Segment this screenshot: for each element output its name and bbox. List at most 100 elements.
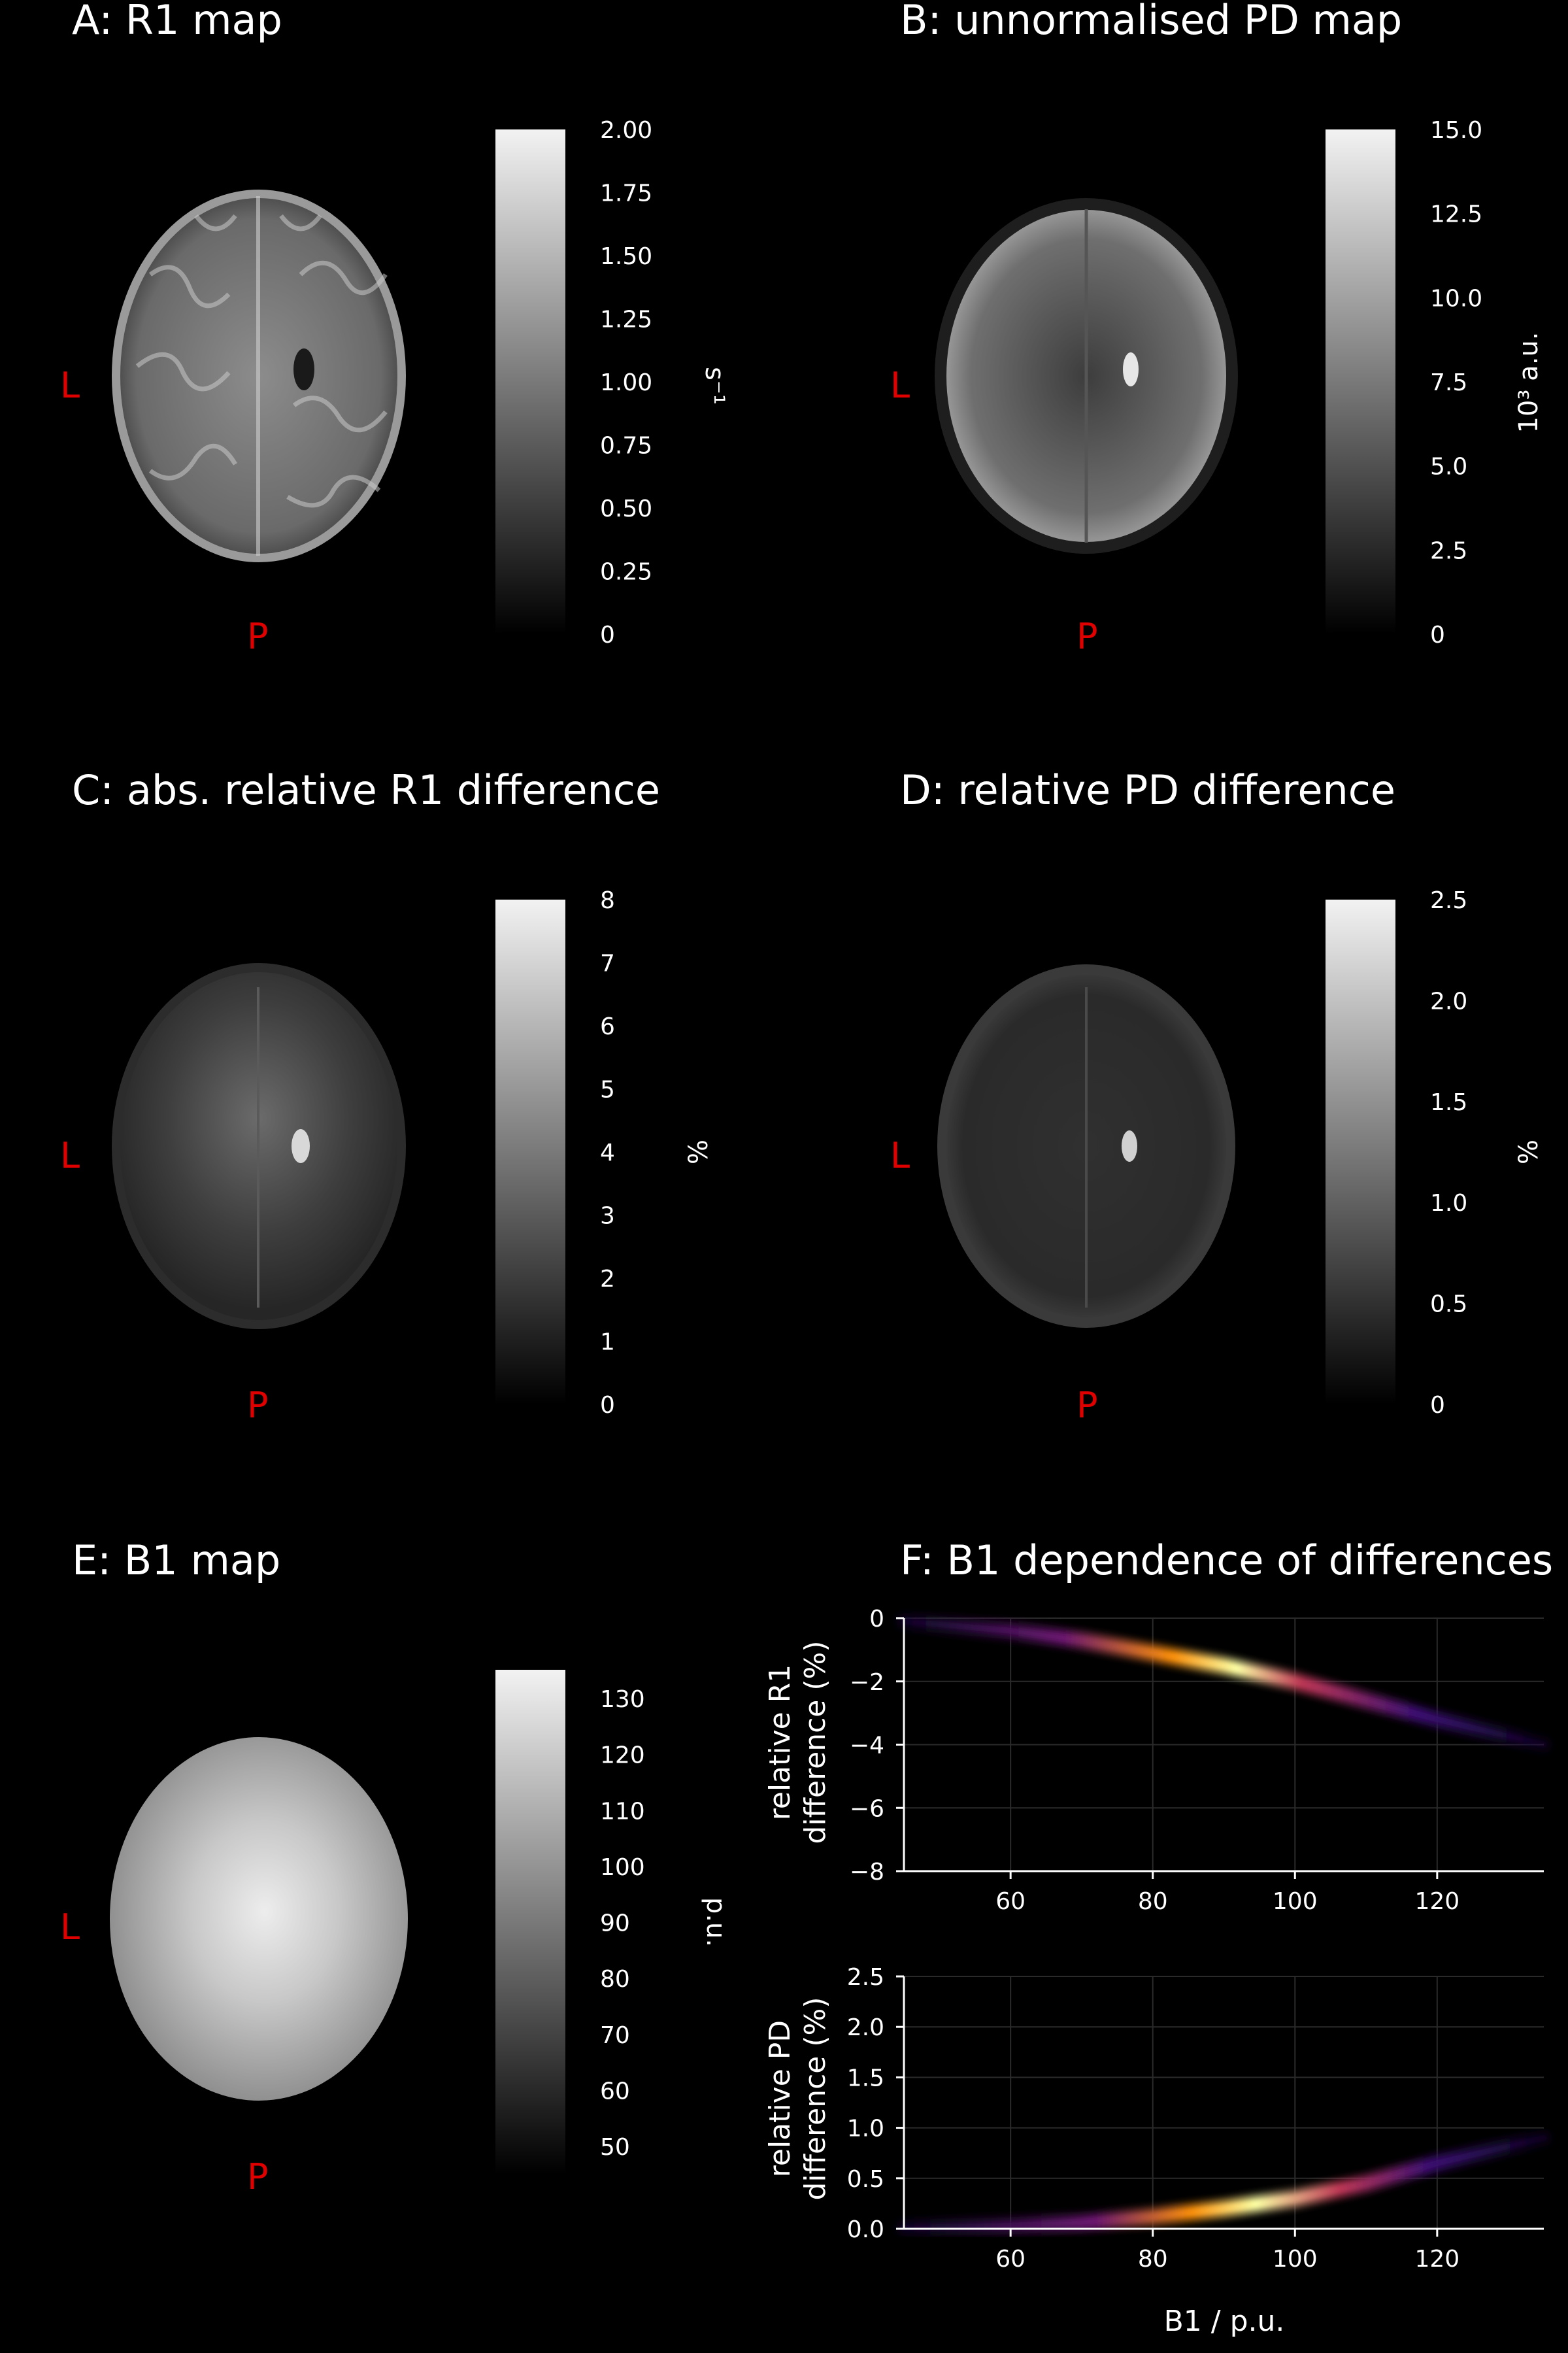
- colorbar-b-tick: 5.0: [1430, 454, 1467, 481]
- colorbar-e-tick: 120: [600, 1742, 645, 1769]
- colorbar-c-tick: 5: [600, 1077, 615, 1104]
- y-tick-label: 0.0: [847, 2216, 884, 2243]
- colorbar-d-tick: 2.0: [1430, 988, 1467, 1015]
- orientation-left-e: L: [60, 1906, 80, 1948]
- colorbar-b-unit: 10³ a.u.: [1514, 332, 1544, 433]
- x-tick-label: 80: [1138, 1888, 1168, 1915]
- colorbar-e-unit: p.u.: [701, 1897, 731, 1947]
- colorbar-a-tick: 1.25: [600, 307, 652, 333]
- density-ridge-glow: [895, 2129, 1552, 2237]
- orientation-left-a: L: [60, 365, 80, 406]
- colorbar-c-tick: 0: [600, 1392, 615, 1419]
- x-tick-label: 60: [995, 1888, 1026, 1915]
- brain-image-b: [935, 198, 1238, 554]
- colorbar-e-tick: 50: [600, 2134, 630, 2161]
- colorbar-ticks: 2.001.751.501.251.000.750.500.25015.012.…: [600, 117, 1482, 2161]
- colorbar-e-tick: 70: [600, 2022, 630, 2049]
- y-tick-label: 0: [869, 1606, 884, 1633]
- y-tick-label: 2.5: [847, 1964, 884, 1991]
- y-tick-label: 1.5: [847, 2065, 884, 2091]
- colorbar-a: [495, 129, 565, 634]
- orientation-left-c: L: [60, 1135, 80, 1176]
- y-tick-label: −4: [850, 1733, 884, 1759]
- y-tick-label: −8: [850, 1859, 884, 1886]
- colorbar-d-tick: 1.0: [1430, 1190, 1467, 1217]
- density-ridge: [901, 2135, 1547, 2231]
- colorbar-a-tick: 1.50: [600, 243, 652, 270]
- colorbar-e: [495, 1670, 565, 2175]
- colorbar-d-tick: 0.5: [1430, 1291, 1467, 1318]
- orientation-posterior-a: P: [247, 616, 269, 657]
- colorbar-d-unit: %: [1514, 1140, 1544, 1164]
- brain-image-c: [112, 963, 406, 1329]
- colorbar-d-tick: 1.5: [1430, 1089, 1467, 1116]
- colorbar-b-tick: 0: [1430, 622, 1445, 649]
- colorbar-b: [1326, 129, 1395, 634]
- colorbar-c-tick: 2: [600, 1266, 615, 1293]
- panel-f-title: F: B1 dependence of differences: [900, 1536, 1553, 1584]
- panel-e-title: E: B1 map: [72, 1536, 280, 1584]
- orientation-posterior-b: P: [1076, 616, 1098, 657]
- x-tick-label: 80: [1138, 2246, 1168, 2273]
- plot-xlabel: B1 / p.u.: [1164, 2305, 1285, 2338]
- plot-r1-ylabel-line2: difference (%): [799, 1640, 832, 1844]
- colorbar-e-tick: 130: [600, 1686, 645, 1713]
- colorbar-e-tick: 60: [600, 2078, 630, 2105]
- plot-pd-difference: 0.0 0.5 1.0 1.5 2.0 2.5 60 80 100 120: [847, 1964, 1552, 2273]
- colorbar-e-tick: 80: [600, 1966, 630, 1993]
- colorbar-c: [495, 900, 565, 1404]
- colorbar-b-tick: 7.5: [1430, 369, 1467, 396]
- colorbar-a-tick: 2.00: [600, 117, 652, 144]
- y-tick-label: 2.0: [847, 2014, 884, 2041]
- orientation-left-d: L: [890, 1135, 910, 1176]
- orientation-left-b: L: [890, 365, 910, 406]
- colorbar-a-tick: 0.25: [600, 559, 652, 586]
- panel-c-title: C: abs. relative R1 difference: [72, 766, 660, 814]
- colorbar-a-tick: 0.75: [600, 433, 652, 460]
- colorbar-e-tick: 90: [600, 1910, 630, 1937]
- y-tick-label: −2: [850, 1669, 884, 1696]
- colorbar-d-tick: 0: [1430, 1392, 1445, 1419]
- colorbar-c-unit: %: [684, 1140, 714, 1164]
- panel-d-title: D: relative PD difference: [900, 766, 1395, 814]
- x-tick-label: 100: [1273, 2246, 1318, 2273]
- colorbar-d: [1326, 900, 1395, 1404]
- colorbar-a-tick: 1.00: [600, 369, 652, 396]
- colorbar-a-tick: 1.75: [600, 180, 652, 207]
- colorbar-a-tick: 0.50: [600, 496, 652, 522]
- colorbar-a-tick: 0: [600, 622, 615, 649]
- colorbar-b-tick: 12.5: [1430, 201, 1482, 228]
- colorbar-c-tick: 3: [600, 1203, 615, 1230]
- density-ridge: [901, 1618, 1547, 1748]
- colorbar-c-tick: 4: [600, 1140, 615, 1166]
- colorbar-c-tick: 8: [600, 887, 615, 914]
- plot-r1-ylabel-line1: relative R1: [763, 1665, 797, 1821]
- colorbar-a-unit: s⁻¹: [699, 367, 729, 405]
- colorbar-b-tick: 15.0: [1430, 117, 1482, 144]
- x-tick-label: 120: [1414, 2246, 1460, 2273]
- brain-image-a: [112, 190, 406, 562]
- x-tick-label: 60: [995, 2246, 1026, 2273]
- density-ridge-glow: [895, 1612, 1552, 1753]
- x-tick-label: 100: [1273, 1888, 1318, 1915]
- plot-pd-ylabel-line1: relative PD: [763, 2020, 797, 2177]
- colorbar-c-tick: 7: [600, 951, 615, 977]
- y-tick-label: 1.0: [847, 2116, 884, 2142]
- panel-a-title: A: R1 map: [72, 0, 282, 44]
- colorbar-b-tick: 10.0: [1430, 285, 1482, 312]
- brain-image-d: [937, 964, 1235, 1328]
- colorbar-c-tick: 6: [600, 1013, 615, 1040]
- colorbar-e-tick: 110: [600, 1798, 645, 1825]
- colorbar-e-tick: 100: [600, 1854, 645, 1881]
- colorbar-d-tick: 2.5: [1430, 887, 1467, 914]
- orientation-posterior-c: P: [247, 1385, 269, 1426]
- x-tick-label: 120: [1414, 1888, 1460, 1915]
- y-tick-label: 0.5: [847, 2166, 884, 2193]
- colorbar-c-tick: 1: [600, 1329, 615, 1356]
- orientation-posterior-e: P: [247, 2156, 269, 2197]
- panel-b-title: B: unnormalised PD map: [900, 0, 1402, 44]
- colorbar-b-tick: 2.5: [1430, 537, 1467, 564]
- y-tick-label: −6: [850, 1795, 884, 1822]
- plot-pd-ylabel-line2: difference (%): [799, 1997, 832, 2200]
